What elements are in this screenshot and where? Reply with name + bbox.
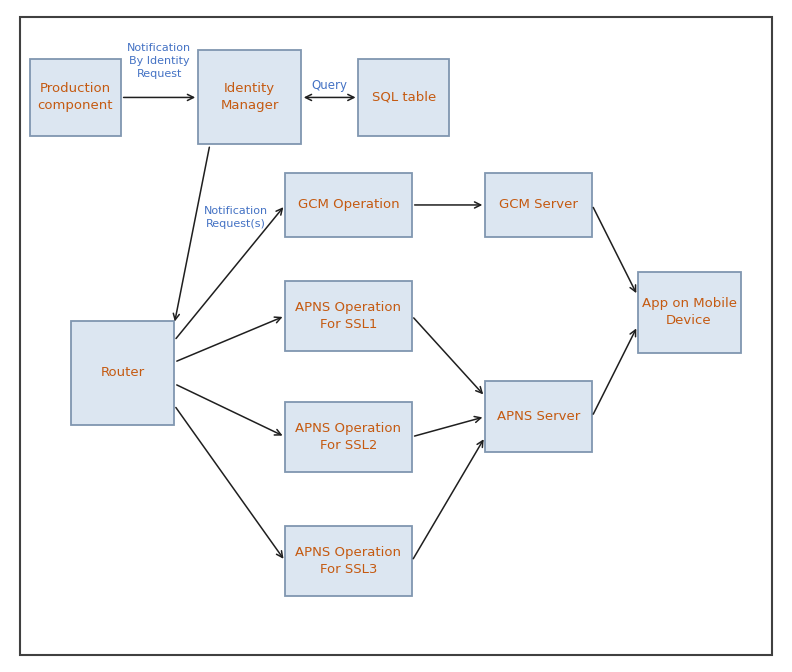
Text: APNS Operation
For SSL2: APNS Operation For SSL2 (295, 422, 402, 452)
Bar (485, 382, 592, 452)
Text: GCM Server: GCM Server (499, 198, 578, 212)
Bar (30, 59, 121, 136)
Text: Router: Router (101, 366, 145, 380)
Bar (285, 526, 412, 597)
Bar (358, 59, 450, 136)
Bar (485, 173, 592, 237)
Text: Notification
Request(s): Notification Request(s) (204, 206, 268, 229)
Bar (198, 50, 301, 144)
Text: Query: Query (312, 79, 348, 92)
Text: APNS Operation
For SSL3: APNS Operation For SSL3 (295, 546, 402, 576)
Text: Production
component: Production component (37, 83, 113, 112)
Bar (71, 321, 174, 425)
Text: App on Mobile
Device: App on Mobile Device (642, 298, 737, 327)
Text: SQL table: SQL table (371, 91, 436, 104)
Text: APNS Operation
For SSL1: APNS Operation For SSL1 (295, 301, 402, 331)
Text: Notification
By Identity
Request: Notification By Identity Request (128, 43, 192, 79)
Bar (285, 402, 412, 472)
Text: GCM Operation: GCM Operation (298, 198, 399, 212)
Text: APNS Server: APNS Server (497, 410, 581, 423)
Bar (285, 173, 412, 237)
Text: Identity
Manager: Identity Manager (220, 83, 279, 112)
Bar (285, 281, 412, 351)
Bar (638, 272, 741, 353)
